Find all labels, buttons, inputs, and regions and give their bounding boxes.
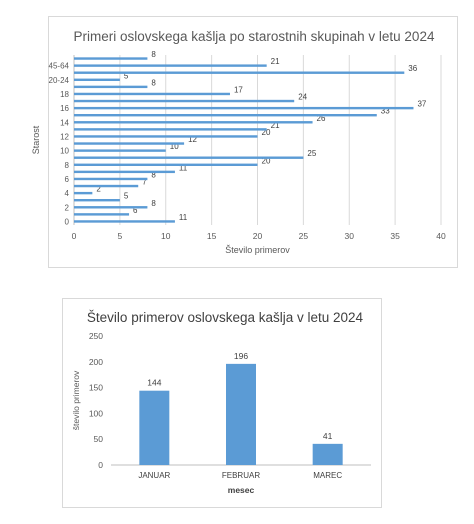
- bar: [226, 363, 256, 465]
- y-tick-label: 200: [89, 357, 103, 367]
- bar: [74, 191, 93, 195]
- y-tick-label: 150: [89, 383, 103, 393]
- data-label: 8: [151, 50, 156, 59]
- y-tick-label: 50: [94, 434, 104, 444]
- y-tick-label: 0: [98, 460, 103, 470]
- y-tick-label: 4: [65, 189, 70, 198]
- y-tick-label: 14: [60, 118, 69, 127]
- x-axis-title: mesec: [228, 485, 255, 495]
- x-tick-label: MAREC: [313, 471, 342, 480]
- x-tick-label: 10: [161, 231, 171, 241]
- y-axis-title: število primerov: [71, 370, 81, 430]
- bar: [74, 99, 295, 103]
- y-tick-label: 8: [65, 161, 70, 170]
- x-tick-label: 5: [118, 231, 123, 241]
- bar: [74, 121, 313, 124]
- monthly-chart-panel: Število primerov oslovskega kašlja v let…: [62, 298, 382, 508]
- bar: [74, 213, 130, 216]
- data-label: 20: [262, 156, 271, 165]
- x-tick-label: 0: [72, 231, 77, 241]
- bar: [74, 92, 230, 96]
- data-label: 25: [307, 149, 316, 158]
- data-label: 26: [317, 114, 326, 123]
- bar: [74, 135, 258, 138]
- y-tick-label: 10: [60, 147, 69, 156]
- data-label: 20: [262, 128, 271, 137]
- y-axis-title: Starost: [31, 125, 41, 154]
- data-label: 8: [151, 170, 156, 179]
- data-label: 144: [147, 378, 161, 388]
- age-group-chart: Primeri oslovskega kašlja po starostnih …: [31, 29, 446, 255]
- monthly-chart: Število primerov oslovskega kašlja v let…: [71, 310, 371, 495]
- y-tick-label: 45-64: [49, 62, 70, 71]
- data-label: 8: [151, 199, 156, 208]
- x-tick-label: JANUAR: [138, 471, 170, 480]
- data-label: 7: [142, 178, 147, 187]
- x-tick-label: 40: [436, 231, 446, 241]
- bar: [74, 106, 414, 110]
- x-tick-label: 15: [207, 231, 217, 241]
- y-tick-label: 0: [65, 217, 70, 226]
- y-tick-label: 18: [60, 90, 69, 99]
- x-tick-label: 20: [253, 231, 263, 241]
- data-label: 33: [381, 107, 390, 116]
- data-label: 37: [417, 100, 426, 109]
- bar: [74, 220, 175, 223]
- bar: [74, 149, 166, 152]
- x-axis-title: Število primerov: [225, 245, 290, 255]
- y-tick-label: 100: [89, 408, 103, 418]
- data-label: 17: [234, 85, 243, 94]
- bar: [74, 57, 148, 60]
- data-label: 5: [124, 192, 129, 201]
- x-tick-label: FEBRUAR: [222, 471, 260, 480]
- chart-title: Primeri oslovskega kašlja po starostnih …: [74, 29, 435, 44]
- bar: [312, 443, 343, 465]
- y-tick-label: 12: [60, 132, 69, 141]
- bar: [74, 177, 148, 181]
- bar: [74, 78, 120, 81]
- bar: [74, 85, 148, 89]
- bar: [74, 184, 139, 188]
- y-tick-label: 16: [60, 104, 69, 113]
- data-label: 11: [179, 213, 188, 222]
- data-label: 21: [271, 57, 280, 66]
- bar: [74, 114, 377, 117]
- bar: [74, 170, 175, 174]
- data-label: 24: [298, 93, 307, 102]
- data-label: 6: [133, 206, 138, 215]
- bar: [74, 206, 148, 209]
- data-label: 2: [96, 185, 101, 194]
- bar: [74, 142, 185, 145]
- data-label: 10: [170, 142, 179, 151]
- data-label: 12: [188, 135, 197, 144]
- chart-title: Število primerov oslovskega kašlja v let…: [87, 310, 364, 325]
- x-tick-label: 25: [299, 231, 309, 241]
- bar: [74, 199, 120, 202]
- bar: [74, 156, 304, 159]
- bar: [74, 128, 267, 131]
- data-label: 21: [271, 121, 280, 130]
- data-label: 5: [124, 71, 129, 80]
- bar: [139, 390, 170, 465]
- y-tick-label: 20-24: [49, 76, 70, 85]
- data-label: 11: [179, 163, 188, 172]
- x-tick-label: 30: [345, 231, 355, 241]
- x-tick-label: 35: [390, 231, 400, 241]
- bar: [74, 71, 405, 74]
- y-tick-label: 6: [65, 175, 70, 184]
- data-label: 196: [234, 351, 248, 361]
- data-label: 41: [323, 431, 333, 441]
- y-tick-label: 250: [89, 331, 103, 341]
- data-label: 8: [151, 78, 156, 87]
- bar: [74, 163, 258, 166]
- data-label: 36: [408, 64, 417, 73]
- age-group-chart-panel: Primeri oslovskega kašlja po starostnih …: [31, 16, 458, 268]
- bar: [74, 64, 267, 67]
- y-tick-label: 2: [65, 203, 70, 212]
